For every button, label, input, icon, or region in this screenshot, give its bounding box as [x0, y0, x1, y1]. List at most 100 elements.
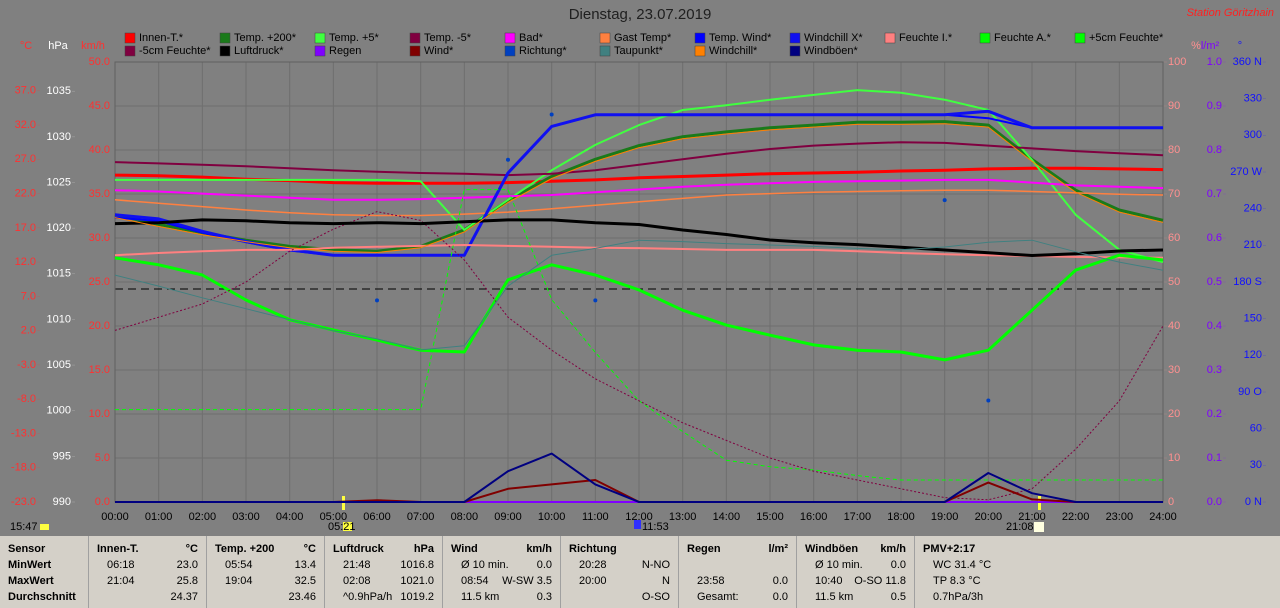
legend-label: Regen — [329, 45, 361, 57]
series-line — [114, 218, 1164, 257]
y-tick-label: 0.1 — [1207, 452, 1222, 464]
y-tick-label: 1020 — [47, 222, 71, 234]
series-line — [114, 123, 1164, 253]
table-cell: 05:54 — [225, 559, 253, 571]
series-line — [114, 141, 1164, 177]
legend-label: Temp. +200* — [234, 32, 297, 44]
table-cell: 19:04 — [225, 575, 253, 587]
y-tick-label: 0.7 — [1207, 188, 1222, 200]
y-tick-label: 1.0 — [1207, 56, 1222, 68]
x-tick-label: 24:00 — [1149, 511, 1177, 523]
table-cell: 10:40 — [815, 575, 843, 587]
y-tick-label: 120 — [1244, 349, 1262, 361]
table-header: l/m² — [768, 543, 788, 555]
y-tick-label: 1025 — [47, 176, 71, 188]
table-cell: Gesamt: — [697, 591, 739, 603]
y-tick-label: 80 — [1168, 144, 1180, 156]
table-header: PMV+2:17 — [923, 543, 976, 555]
table-cell: O-SO — [641, 591, 670, 603]
table-column: Luftdruck hPa 21:48 1016.8 02:08 1021.0 ^0.9hP… — [324, 536, 442, 608]
legend-swatch — [789, 32, 801, 44]
y-tick-label: 20 — [1168, 408, 1180, 420]
legend-swatch — [789, 45, 801, 57]
legend-swatch — [979, 32, 991, 44]
direction-dot — [506, 157, 510, 162]
direction-dot — [942, 198, 947, 203]
legend-label: Wind* — [424, 45, 454, 57]
axis-unit: °C — [20, 40, 32, 52]
y-tick-label: 15.0 — [89, 364, 110, 376]
legend-swatch — [504, 45, 516, 57]
direction-dot — [593, 298, 598, 303]
y-tick-label: 45.0 — [89, 100, 110, 112]
y-tick-label: -8.0 — [17, 393, 36, 405]
axis-unit: hPa — [48, 40, 68, 52]
legend-swatch — [694, 45, 706, 57]
chart-title: Dienstag, 23.07.2019 — [569, 6, 712, 23]
table-cell: 20:28 — [579, 559, 607, 571]
y-tick-label: 60 — [1168, 232, 1180, 244]
table-cell: 1016.8 — [400, 559, 434, 571]
legend-swatch — [409, 45, 421, 57]
y-tick-label: 40.0 — [89, 144, 110, 156]
summary-table: Sensor MinWert MaxWert Durchschnitt Innen-T.… — [0, 536, 1280, 608]
legend-swatch — [599, 32, 611, 44]
sunset-icon — [1034, 522, 1044, 532]
y-tick-label: 90 O — [1238, 386, 1262, 398]
y-tick-label: 17.0 — [15, 222, 36, 234]
table-cell: N-NO — [641, 559, 670, 571]
legend-label: Temp. -5* — [424, 32, 472, 44]
table-cell: TP 8.3 °C — [933, 575, 981, 587]
y-tick-label: 32.0 — [15, 119, 36, 131]
series-line — [114, 239, 1164, 351]
table-column: Sensor MinWert MaxWert Durchschnitt — [0, 536, 88, 608]
y-tick-label: 30.0 — [89, 232, 110, 244]
table-cell: 21:48 — [343, 559, 371, 571]
table-header: Temp. +200 — [215, 543, 275, 555]
series-line — [115, 452, 1163, 503]
legend-swatch — [409, 32, 421, 44]
y-tick-label: 50 — [1168, 276, 1180, 288]
table-cell: W-SW 3.5 — [502, 575, 552, 587]
series-line — [114, 211, 1164, 501]
axis-unit: % — [1191, 40, 1201, 52]
x-tick-label: 08:00 — [451, 511, 479, 523]
legend-swatch — [219, 45, 231, 57]
y-tick-label: 37.0 — [15, 85, 36, 97]
table-cell: 02:08 — [343, 575, 371, 587]
y-tick-label: 0 N — [1245, 496, 1262, 508]
x-tick-label: 18:00 — [887, 511, 915, 523]
series-line — [114, 120, 1164, 253]
y-tick-label: 270 W — [1230, 166, 1262, 178]
y-tick-label: 27.0 — [15, 153, 36, 165]
table-cell: MinWert — [8, 559, 52, 571]
direction-dot — [375, 298, 379, 303]
x-tick-label: 00:00 — [101, 511, 129, 523]
legend-label: -5cm Feuchte* — [139, 45, 211, 57]
table-cell: Durchschnitt — [8, 591, 76, 603]
legend-label: +5cm Feuchte* — [1089, 32, 1164, 44]
table-cell: 06:18 — [107, 559, 135, 571]
direction-dot — [986, 398, 991, 403]
y-tick-label: 210 — [1244, 239, 1262, 251]
legend-swatch — [124, 32, 136, 44]
y-tick-label: 180 S — [1233, 276, 1262, 288]
daylength-icon — [40, 524, 49, 530]
x-tick-label: 21:00 — [1018, 511, 1046, 523]
table-header: km/h — [526, 543, 552, 555]
axis-unit: ° — [1238, 40, 1242, 52]
y-tick-label: 1030 — [47, 131, 71, 143]
y-tick-label: 10.0 — [89, 408, 110, 420]
y-tick-label: 240 — [1244, 203, 1262, 215]
legend-swatch — [884, 32, 896, 44]
table-cell: 1021.0 — [400, 575, 434, 587]
table-cell: 0.0 — [890, 559, 906, 571]
table-column: Innen-T. °C 06:18 23.0 21:04 25.8 24.37 — [88, 536, 206, 608]
table-cell: 0.7hPa/3h — [933, 591, 984, 603]
series-line — [114, 189, 1164, 217]
table-cell: 13.4 — [294, 559, 316, 571]
y-tick-label: 360 N — [1233, 56, 1262, 68]
table-cell: O-SO 11.8 — [854, 575, 906, 587]
y-tick-label: 0 — [1168, 496, 1174, 508]
table-header: km/h — [880, 543, 906, 555]
